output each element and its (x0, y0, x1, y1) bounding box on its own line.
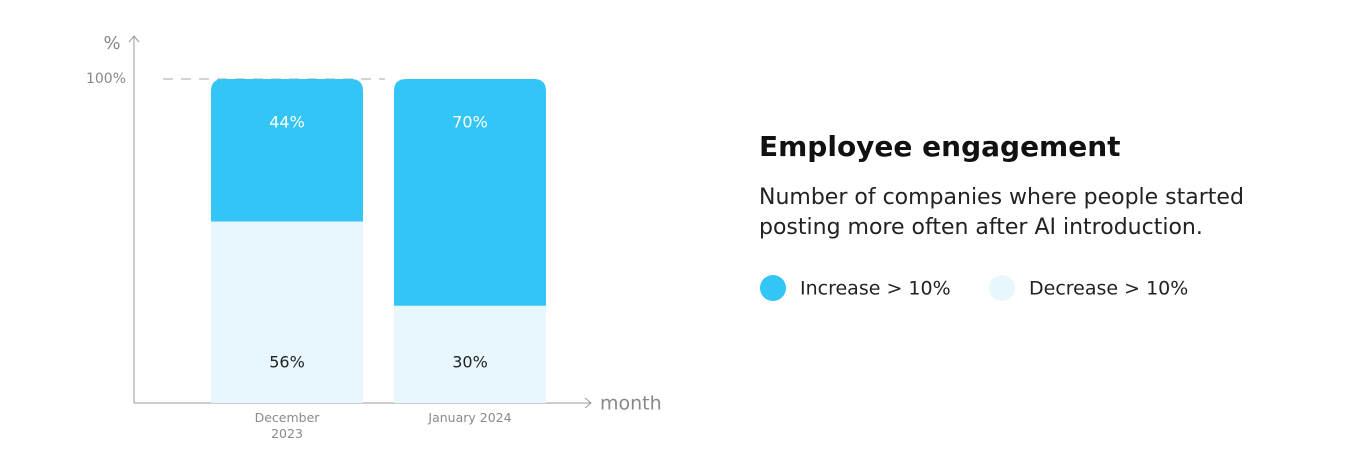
y-axis-label: % (103, 33, 120, 54)
bar-segment (394, 79, 546, 306)
value-label: 30% (452, 353, 488, 372)
value-label: 56% (269, 353, 305, 372)
bar-segment (211, 79, 363, 222)
value-label: 70% (452, 113, 488, 132)
x-tick-label: January 2024 (428, 410, 512, 425)
legend-label: Increase > 10% (800, 278, 951, 300)
x-tick-label: December 2023 (254, 410, 320, 441)
value-label: 44% (269, 113, 305, 132)
x-axis-arrow (584, 397, 592, 409)
legend-swatch (989, 275, 1015, 301)
subtitle: Number of companies where people started… (759, 185, 1244, 240)
bar-segment (211, 221, 363, 403)
x-axis-label: month (600, 393, 662, 415)
bar-segment (394, 305, 546, 403)
y-axis-arrow (128, 35, 140, 43)
legend-swatch (760, 275, 786, 301)
y-tick-label: 100% (86, 71, 126, 87)
legend-label: Decrease > 10% (1029, 278, 1188, 300)
title: Employee engagement (759, 130, 1121, 163)
